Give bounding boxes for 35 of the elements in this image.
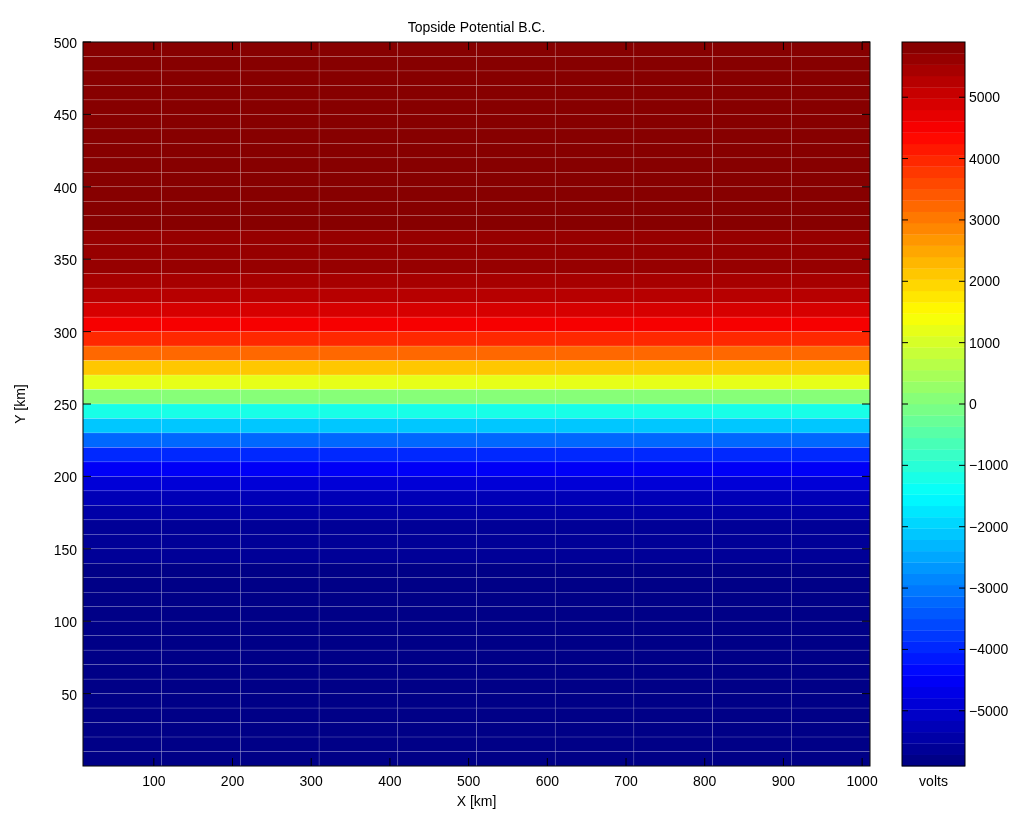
- color-bar-label: −4000: [969, 641, 1009, 658]
- x-tick-label: 700: [614, 773, 638, 789]
- x-tick-label: 900: [771, 773, 796, 789]
- color-bar-label: −2000: [969, 518, 1009, 535]
- y-tick-label: 50: [61, 686, 78, 703]
- y-tick-label: 500: [53, 35, 78, 51]
- x-tick-label: 400: [378, 773, 402, 789]
- x-tick-label: 800: [693, 773, 717, 789]
- color-bar-label: 1000: [969, 334, 1001, 351]
- color-bar-label: 2000: [969, 273, 1001, 290]
- x-tick-label: 300: [299, 773, 324, 789]
- y-tick-label: 200: [53, 469, 78, 486]
- x-tick-label: 600: [535, 773, 560, 789]
- x-tick-label: 100: [142, 773, 166, 789]
- color-bar-label: −1000: [969, 457, 1009, 474]
- color-bar-label: 4000: [969, 150, 1001, 167]
- x-tick-label: 200: [220, 773, 245, 789]
- color-bar-label: 3000: [969, 211, 1001, 228]
- color-bar-label: 0: [969, 396, 977, 412]
- y-tick-label: 450: [53, 107, 78, 124]
- color-bar-label: −3000: [969, 580, 1009, 597]
- y-axis-title: Y [km]: [12, 384, 28, 424]
- y-tick-label: 400: [53, 179, 78, 196]
- y-tick-label: 150: [53, 541, 78, 558]
- color-bar-title: volts: [919, 773, 948, 789]
- y-tick-label: 250: [53, 397, 78, 413]
- x-tick-label: 1000: [846, 773, 878, 789]
- y-tick-label: 100: [53, 614, 78, 631]
- x-tick-label: 500: [456, 773, 481, 789]
- y-tick-label: 300: [53, 324, 78, 341]
- chart-title: Topside Potential B.C.: [407, 19, 546, 35]
- color-bar-label: −5000: [969, 702, 1009, 719]
- x-axis-title: X [km]: [456, 793, 497, 809]
- color-bar-label: 5000: [969, 89, 1001, 106]
- y-tick-label: 350: [53, 252, 78, 269]
